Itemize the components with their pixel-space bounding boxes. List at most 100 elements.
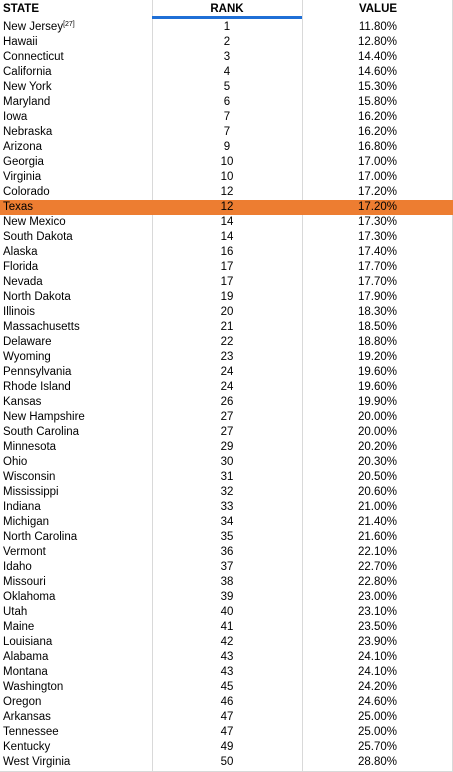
table-row[interactable]: Idaho 37 22.70% bbox=[0, 560, 453, 575]
cell-rank: 12 bbox=[220, 186, 234, 198]
cell-rank: 17 bbox=[220, 276, 234, 288]
table-row[interactable]: South Carolina 27 20.00% bbox=[0, 425, 453, 440]
table-row[interactable]: New Hampshire 27 20.00% bbox=[0, 410, 453, 425]
cell-value: 23.00% bbox=[357, 591, 397, 603]
table-row[interactable]: Utah 40 23.10% bbox=[0, 605, 453, 620]
table-row[interactable]: North Dakota 19 17.90% bbox=[0, 290, 453, 305]
state-name: South Dakota bbox=[3, 231, 73, 243]
cell-value: 15.30% bbox=[357, 81, 397, 93]
cell-state: New York bbox=[3, 80, 52, 95]
cell-rank: 7 bbox=[223, 126, 231, 138]
table-row[interactable]: Kentucky 49 25.70% bbox=[0, 740, 453, 755]
table-row[interactable]: Arkansas 47 25.00% bbox=[0, 710, 453, 725]
state-name: Kentucky bbox=[3, 741, 51, 753]
table-row[interactable]: Washington 45 24.20% bbox=[0, 680, 453, 695]
cell-state: Iowa bbox=[3, 110, 27, 125]
cell-rank: 39 bbox=[220, 591, 234, 603]
table-row[interactable]: Colorado 12 17.20% bbox=[0, 185, 453, 200]
table-row[interactable]: Montana 43 24.10% bbox=[0, 665, 453, 680]
table-row[interactable]: Georgia 10 17.00% bbox=[0, 155, 453, 170]
table-row[interactable]: Connecticut 3 14.40% bbox=[0, 50, 453, 65]
cell-state: New Mexico bbox=[3, 215, 66, 230]
state-name: Virginia bbox=[3, 171, 42, 183]
table-row[interactable]: Florida 17 17.70% bbox=[0, 260, 453, 275]
cell-state: Minnesota bbox=[3, 440, 56, 455]
table-row[interactable]: Michigan 34 21.40% bbox=[0, 515, 453, 530]
cell-value: 25.70% bbox=[357, 741, 397, 753]
table-row[interactable]: North Carolina 35 21.60% bbox=[0, 530, 453, 545]
table-row[interactable]: Tennessee 47 25.00% bbox=[0, 725, 453, 740]
table-row[interactable]: Nebraska 7 16.20% bbox=[0, 125, 453, 140]
state-name: North Dakota bbox=[3, 291, 71, 303]
table-row[interactable]: Oregon 46 24.60% bbox=[0, 695, 453, 710]
cell-rank: 29 bbox=[220, 441, 234, 453]
table-row[interactable]: Oklahoma 39 23.00% bbox=[0, 590, 453, 605]
table-row[interactable]: Missouri 38 22.80% bbox=[0, 575, 453, 590]
table-row[interactable]: Massachusetts 21 18.50% bbox=[0, 320, 453, 335]
table-row[interactable]: Delaware 22 18.80% bbox=[0, 335, 453, 350]
cell-state: Colorado bbox=[3, 185, 50, 200]
state-name: Kansas bbox=[3, 396, 42, 408]
state-name: Maine bbox=[3, 621, 35, 633]
table-row[interactable]: Illinois 20 18.30% bbox=[0, 305, 453, 320]
state-name: Texas bbox=[3, 201, 34, 213]
state-name: Michigan bbox=[3, 516, 50, 528]
table-row[interactable]: New York 5 15.30% bbox=[0, 80, 453, 95]
table-row[interactable]: Nevada 17 17.70% bbox=[0, 275, 453, 290]
cell-rank: 41 bbox=[220, 621, 234, 633]
table-row[interactable]: Ohio 30 20.30% bbox=[0, 455, 453, 470]
table-row[interactable]: West Virginia 50 28.80% bbox=[0, 755, 453, 770]
cell-state: Vermont bbox=[3, 545, 46, 560]
table-row[interactable]: Indiana 33 21.00% bbox=[0, 500, 453, 515]
state-name: Wyoming bbox=[3, 351, 51, 363]
table-row[interactable]: Alaska 16 17.40% bbox=[0, 245, 453, 260]
table-row[interactable]: Wisconsin 31 20.50% bbox=[0, 470, 453, 485]
table-row[interactable]: New Jersey[27] 1 11.80% bbox=[0, 20, 453, 35]
state-name: Utah bbox=[3, 606, 28, 618]
table-row[interactable]: Alabama 43 24.10% bbox=[0, 650, 453, 665]
table-row[interactable]: Vermont 36 22.10% bbox=[0, 545, 453, 560]
cell-state: South Carolina bbox=[3, 425, 79, 440]
table-row[interactable]: South Dakota 14 17.30% bbox=[0, 230, 453, 245]
cell-value: 20.30% bbox=[357, 456, 397, 468]
cell-rank: 12 bbox=[220, 201, 234, 213]
cell-state: North Carolina bbox=[3, 530, 77, 545]
footnote-reference[interactable]: [27] bbox=[63, 21, 75, 28]
table-row[interactable]: Virginia 10 17.00% bbox=[0, 170, 453, 185]
cell-state: Idaho bbox=[3, 560, 32, 575]
cell-value: 19.60% bbox=[357, 366, 397, 378]
table-row[interactable]: Hawaii 2 12.80% bbox=[0, 35, 453, 50]
table-row[interactable]: Kansas 26 19.90% bbox=[0, 395, 453, 410]
state-name: Louisiana bbox=[3, 636, 53, 648]
table-row[interactable]: Rhode Island 24 19.60% bbox=[0, 380, 453, 395]
table-row-highlighted[interactable]: Texas 12 17.20% bbox=[0, 200, 453, 215]
table-body: New Jersey[27] 1 11.80% Hawaii 2 12.80% Connec… bbox=[0, 20, 453, 770]
cell-state: Pennsylvania bbox=[3, 365, 71, 380]
table-row[interactable]: New Mexico 14 17.30% bbox=[0, 215, 453, 230]
header-state[interactable]: STATE bbox=[3, 3, 39, 15]
cell-state: South Dakota bbox=[3, 230, 73, 245]
table-row[interactable]: Iowa 7 16.20% bbox=[0, 110, 453, 125]
cell-value: 18.80% bbox=[357, 336, 397, 348]
table-row[interactable]: Maryland 6 15.80% bbox=[0, 95, 453, 110]
cell-value: 16.20% bbox=[357, 111, 397, 123]
header-value[interactable]: VALUE bbox=[358, 3, 398, 15]
header-rank[interactable]: RANK bbox=[210, 3, 244, 15]
table-row[interactable]: Wyoming 23 19.20% bbox=[0, 350, 453, 365]
cell-value: 22.70% bbox=[357, 561, 397, 573]
state-name: Iowa bbox=[3, 111, 28, 123]
cell-value: 17.00% bbox=[357, 171, 397, 183]
table-row[interactable]: Louisiana 42 23.90% bbox=[0, 635, 453, 650]
table-row[interactable]: Minnesota 29 20.20% bbox=[0, 440, 453, 455]
cell-rank: 5 bbox=[223, 81, 231, 93]
table-row[interactable]: California 4 14.60% bbox=[0, 65, 453, 80]
cell-rank: 30 bbox=[220, 456, 234, 468]
table-row[interactable]: Arizona 9 16.80% bbox=[0, 140, 453, 155]
cell-state: Ohio bbox=[3, 455, 27, 470]
table-row[interactable]: Maine 41 23.50% bbox=[0, 620, 453, 635]
cell-state: Washington bbox=[3, 680, 63, 695]
cell-value: 17.20% bbox=[357, 186, 397, 198]
cell-state: Illinois bbox=[3, 305, 35, 320]
table-row[interactable]: Mississippi 32 20.60% bbox=[0, 485, 453, 500]
table-row[interactable]: Pennsylvania 24 19.60% bbox=[0, 365, 453, 380]
